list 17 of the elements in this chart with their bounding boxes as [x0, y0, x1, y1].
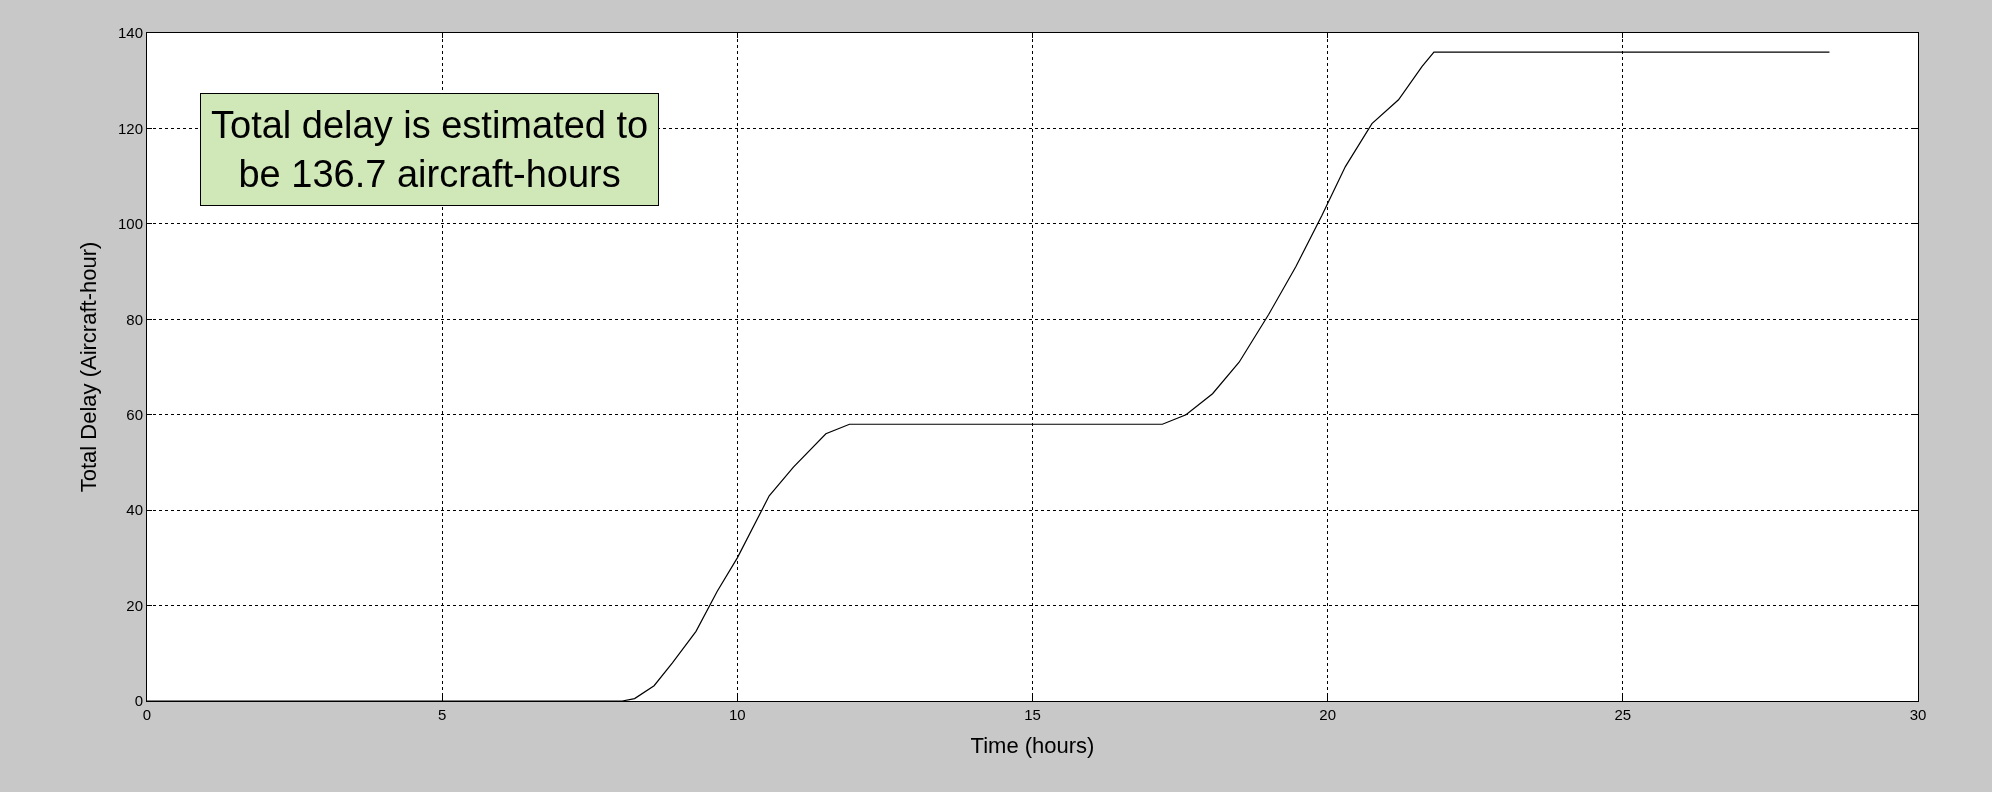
- y-tick-label: 0: [134, 692, 143, 710]
- y-tick-label: 40: [126, 501, 143, 519]
- y-tick-label: 80: [126, 310, 143, 328]
- x-tick-label: 20: [1319, 706, 1337, 723]
- y-tick-label: 60: [126, 405, 143, 423]
- x-tick-label: 30: [1909, 706, 1927, 723]
- x-tick-label: 10: [728, 706, 746, 723]
- y-tick-label: 140: [117, 24, 143, 42]
- y-tick-label: 20: [126, 596, 143, 614]
- x-axis-title: Time (hours): [970, 732, 1095, 758]
- x-tick-label: 25: [1614, 706, 1632, 723]
- y-tick-label: 100: [117, 215, 143, 233]
- x-tick-label: 5: [438, 706, 447, 723]
- x-tick-label: 15: [1024, 706, 1041, 723]
- annotation: Total delay is estimated to be 136.7 aircraft-hours: [211, 104, 649, 196]
- y-axis-title: Total Delay (Aircraft-hour): [75, 241, 101, 493]
- y-tick-label: 120: [117, 119, 143, 137]
